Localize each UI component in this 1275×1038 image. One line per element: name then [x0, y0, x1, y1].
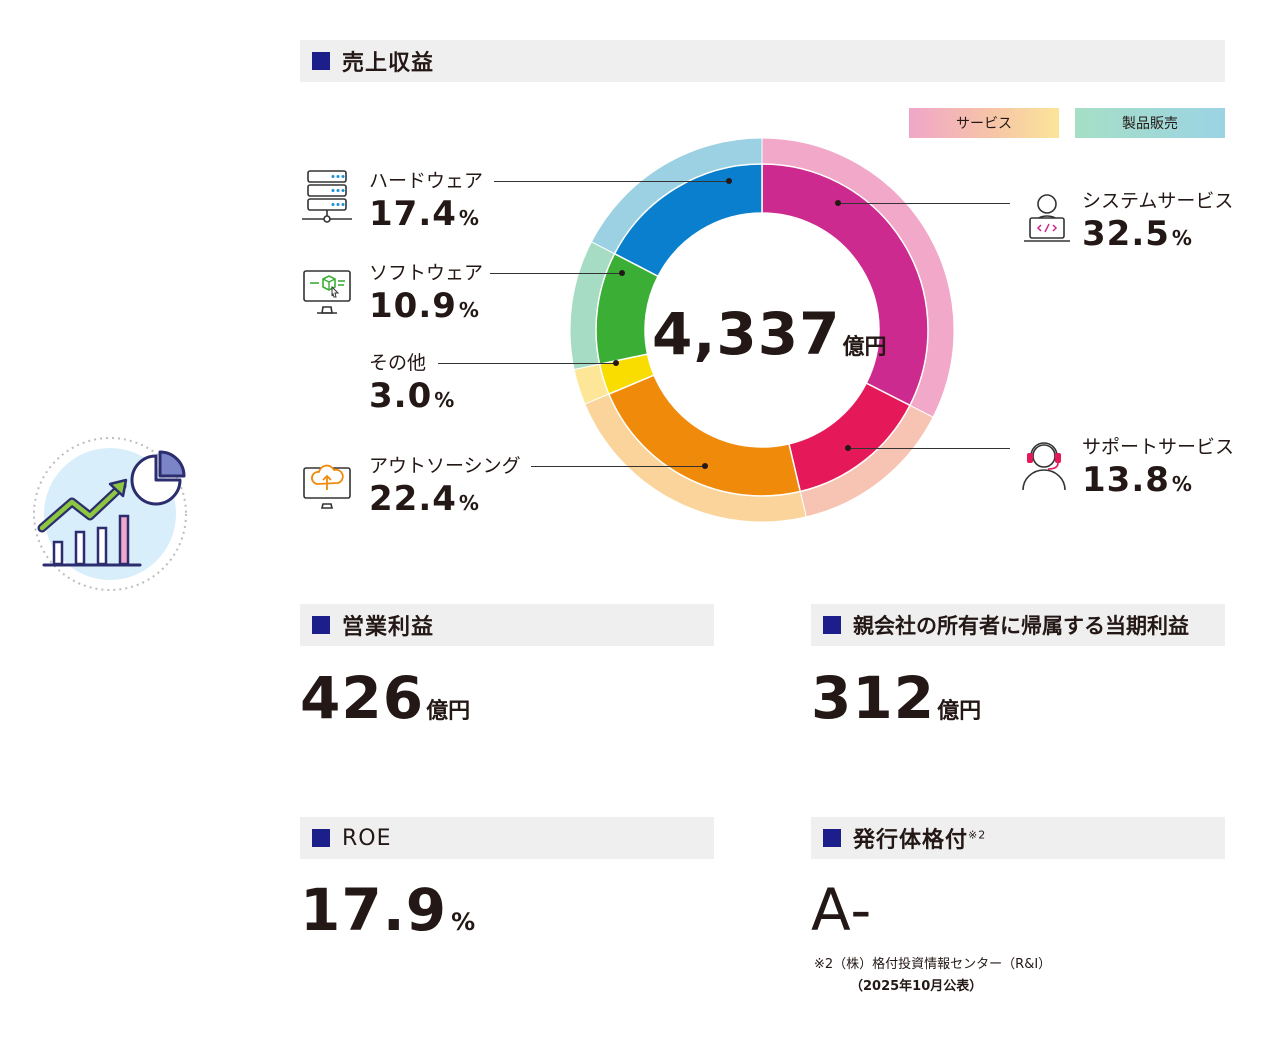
label-system-service-unit: %: [1171, 226, 1192, 250]
label-system-service-value: 32.5: [1082, 214, 1170, 254]
rating-footnote: ※2（株）格付投資情報センター（R&I） （2025年10月公表）: [814, 954, 1051, 998]
rating-figure: A-: [811, 876, 872, 944]
inner-ring-slice-0: [761, 163, 929, 407]
legend-product: 製品販売: [1075, 108, 1225, 138]
leader-support-service: [848, 448, 1010, 449]
revenue-total-unit: 億円: [842, 335, 887, 360]
revenue-donut-chart: [569, 137, 955, 523]
rating-header-text: 発行体格付: [853, 828, 969, 853]
leader-hardware: [494, 181, 728, 182]
header-square-icon: [312, 616, 330, 634]
label-software-name: ソフトウェア: [369, 262, 484, 284]
rating-value: A-: [811, 876, 873, 944]
revenue-total-value: 4,337: [652, 300, 841, 368]
header-square-icon: [312, 829, 330, 847]
roe-unit: %: [451, 908, 476, 936]
leader-other: [438, 363, 616, 364]
operating-profit-figure: 426億円: [300, 664, 470, 732]
net-income-figure: 312億円: [811, 664, 981, 732]
operating-profit-unit: 億円: [426, 699, 471, 724]
leader-software: [490, 273, 622, 274]
inner-ring-slice-2: [607, 374, 802, 497]
label-other-unit: %: [434, 388, 455, 412]
cloud-upload-monitor-icon: [301, 458, 353, 510]
label-support-service: サポートサービス 13.8%: [1082, 436, 1234, 506]
label-software: ソフトウェア 10.9%: [369, 262, 483, 332]
label-outsourcing-value: 22.4: [369, 479, 457, 519]
revenue-total: 4,337億円: [652, 300, 886, 368]
operating-profit-header-label: 営業利益: [342, 615, 435, 640]
leader-outsourcing: [531, 466, 705, 467]
software-monitor-icon: [301, 267, 353, 315]
leader-system-service: [838, 203, 1010, 204]
net-income-unit: 億円: [937, 699, 982, 724]
operating-profit-header: 営業利益: [300, 604, 714, 646]
server-rack-icon: [300, 168, 354, 226]
leader-system-service-dot: [835, 200, 841, 206]
legend-service: サービス: [909, 108, 1059, 138]
label-outsourcing-unit: %: [458, 491, 479, 515]
label-hardware-unit: %: [458, 206, 479, 230]
roe-figure: 17.9%: [300, 876, 475, 944]
header-square-icon: [823, 616, 841, 634]
developer-laptop-icon: [1018, 188, 1076, 246]
label-system-service-name: システムサービス: [1082, 190, 1234, 212]
rating-header: 発行体格付※2: [811, 817, 1225, 859]
net-income-value: 312: [811, 664, 936, 732]
legend-service-label: サービス: [956, 116, 1012, 132]
label-other-name: その他: [369, 352, 427, 374]
label-hardware-name: ハードウェア: [369, 170, 484, 192]
label-software-unit: %: [458, 298, 479, 322]
rating-header-note: ※2: [968, 828, 987, 842]
label-system-service: システムサービス 32.5%: [1082, 190, 1233, 260]
label-outsourcing-name: アウトソーシング: [369, 455, 521, 477]
headset-operator-icon: [1018, 436, 1070, 494]
net-income-header-label: 親会社の所有者に帰属する当期利益: [853, 614, 1189, 638]
label-other-value: 3.0: [369, 376, 433, 416]
label-support-service-value: 13.8: [1082, 460, 1170, 500]
rating-header-label: 発行体格付※2: [853, 822, 986, 854]
revenue-header: 売上収益: [300, 40, 1225, 82]
label-hardware-value: 17.4: [369, 194, 457, 234]
inner-ring-slice-5: [613, 163, 763, 278]
label-support-service-name: サポートサービス: [1082, 436, 1235, 458]
rating-footnote-line1: ※2（株）格付投資情報センター（R&I）: [814, 957, 1052, 972]
leader-software-dot: [619, 270, 625, 276]
roe-header-label: ROE: [342, 825, 392, 851]
net-income-header: 親会社の所有者に帰属する当期利益: [811, 604, 1225, 646]
header-square-icon: [823, 829, 841, 847]
roe-value: 17.9: [300, 876, 448, 944]
label-other: その他 3.0%: [369, 352, 454, 422]
leader-hardware-dot: [726, 178, 732, 184]
rating-footnote-line2: （2025年10月公表）: [850, 979, 983, 994]
header-square-icon: [312, 52, 330, 70]
leader-outsourcing-dot: [702, 463, 708, 469]
operating-profit-value: 426: [300, 664, 425, 732]
label-software-value: 10.9: [369, 286, 457, 326]
label-support-service-unit: %: [1171, 472, 1192, 496]
roe-header: ROE: [300, 817, 714, 859]
revenue-header-label: 売上収益: [342, 51, 435, 76]
leader-other-dot: [613, 360, 619, 366]
leader-support-service-dot: [845, 445, 851, 451]
growth-chart-icon: [30, 436, 190, 596]
label-hardware: ハードウェア 17.4%: [369, 170, 483, 240]
legend-product-label: 製品販売: [1122, 116, 1178, 132]
label-outsourcing: アウトソーシング 22.4%: [369, 455, 521, 525]
